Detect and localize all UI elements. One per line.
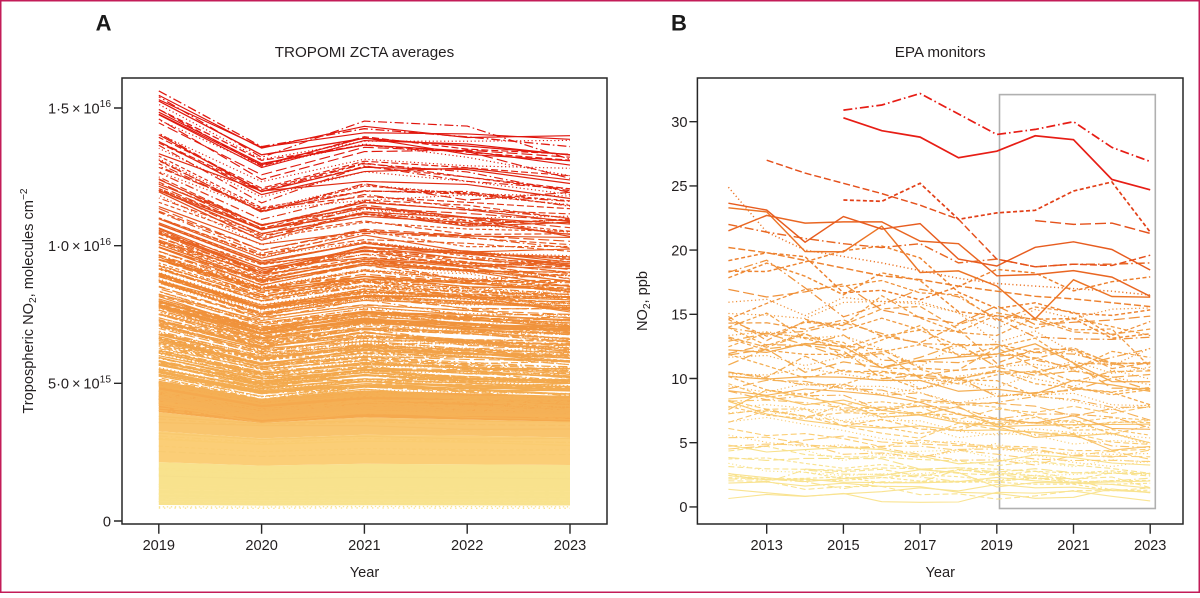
svg-text:NO2, ppb: NO2, ppb: [635, 271, 653, 331]
svg-text:5·0 × 1015: 5·0 × 1015: [48, 374, 111, 392]
svg-text:EPA monitors: EPA monitors: [895, 44, 986, 61]
svg-text:0: 0: [679, 500, 687, 516]
svg-text:2023: 2023: [1134, 538, 1166, 554]
svg-text:10: 10: [671, 372, 687, 388]
svg-text:1·0 × 1016: 1·0 × 1016: [48, 237, 111, 255]
svg-text:2023: 2023: [554, 538, 586, 554]
svg-text:2021: 2021: [1057, 538, 1089, 554]
svg-text:2017: 2017: [904, 538, 936, 554]
svg-text:1·5 × 1016: 1·5 × 1016: [48, 99, 111, 117]
svg-text:20: 20: [671, 243, 687, 259]
svg-text:2021: 2021: [348, 538, 380, 554]
svg-text:30: 30: [671, 115, 687, 131]
svg-text:25: 25: [671, 179, 687, 195]
svg-text:Year: Year: [925, 565, 955, 581]
svg-text:Year: Year: [350, 565, 380, 581]
svg-text:15: 15: [671, 308, 687, 324]
svg-text:2022: 2022: [451, 538, 483, 554]
svg-text:2015: 2015: [827, 538, 859, 554]
svg-text:TROPOMI ZCTA averages: TROPOMI ZCTA averages: [275, 44, 455, 61]
svg-text:2013: 2013: [750, 538, 782, 554]
svg-text:Tropospheric NO2, molecules cm: Tropospheric NO2, molecules cm−2: [19, 188, 39, 414]
svg-text:B: B: [671, 11, 687, 36]
svg-text:2020: 2020: [245, 538, 277, 554]
svg-text:5: 5: [679, 436, 687, 452]
svg-text:2019: 2019: [143, 538, 175, 554]
svg-text:2019: 2019: [981, 538, 1013, 554]
svg-text:0: 0: [103, 514, 111, 530]
svg-text:A: A: [96, 11, 112, 36]
